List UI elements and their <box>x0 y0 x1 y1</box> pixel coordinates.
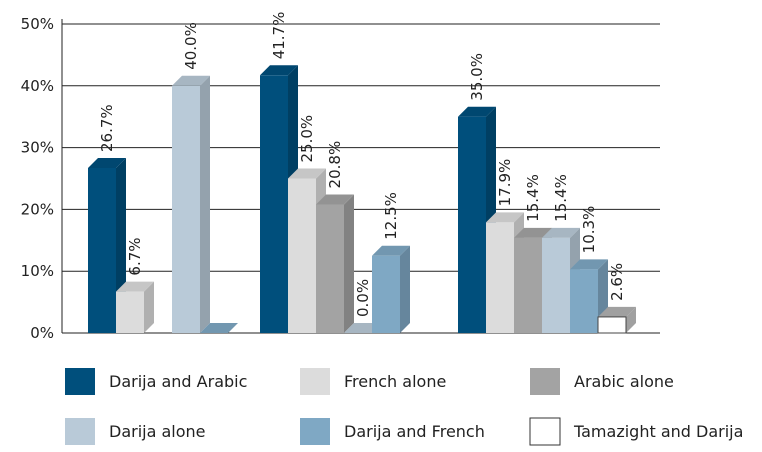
bar <box>372 245 410 333</box>
value-label: 35.0% <box>468 53 486 101</box>
legend-label: Tamazight and Darija <box>573 422 743 441</box>
value-label: 20.8% <box>326 141 344 189</box>
value-label: 2.6% <box>608 263 626 301</box>
value-label: 0.0% <box>354 279 372 317</box>
legend-swatch <box>530 368 560 395</box>
bar-front <box>597 316 627 334</box>
bar-side <box>144 281 154 333</box>
bar <box>172 75 210 334</box>
value-label: 41.7% <box>270 12 288 60</box>
legend-label: Darija alone <box>109 422 206 441</box>
bar-front <box>570 269 598 333</box>
legend-label: Darija and French <box>344 422 485 441</box>
bar-front <box>514 237 542 333</box>
bar-front <box>88 167 116 333</box>
y-tick-label: 0% <box>30 324 54 342</box>
value-label: 6.7% <box>126 237 144 275</box>
value-label: 12.5% <box>382 192 400 240</box>
value-label: 26.7% <box>98 104 116 152</box>
bar-front <box>372 255 400 333</box>
bar-top <box>372 245 410 256</box>
bar-top <box>598 306 636 317</box>
bar-top <box>200 323 238 333</box>
value-label: 15.4% <box>524 174 542 222</box>
bar-side <box>626 306 636 333</box>
bar-top <box>288 168 326 179</box>
bar-side <box>200 75 210 334</box>
legend-swatch <box>300 368 330 395</box>
bar-front <box>458 116 486 333</box>
bar-top <box>542 227 580 238</box>
y-tick-label: 10% <box>21 262 54 280</box>
legend-swatch <box>65 368 95 395</box>
y-tick-label: 30% <box>21 139 54 157</box>
value-label: 25.0% <box>298 115 316 163</box>
bar-top <box>514 227 552 238</box>
legend: Darija and Arabic French alone Arabic alon… <box>65 368 743 446</box>
y-tick-label: 20% <box>21 200 54 218</box>
bar-front <box>542 237 570 333</box>
bar-top <box>316 194 354 205</box>
bar-front <box>116 291 144 333</box>
bar <box>116 281 154 333</box>
value-label: 40.0% <box>182 22 200 70</box>
legend-label: Darija and Arabic <box>109 372 247 391</box>
bar-side <box>400 245 410 333</box>
bar-top <box>458 106 496 117</box>
legend-swatch <box>529 417 561 446</box>
bar-front <box>486 222 514 333</box>
legend-label: French alone <box>344 372 446 391</box>
bar-top <box>116 281 154 292</box>
bar-top <box>570 259 608 270</box>
legend-swatch <box>65 418 95 445</box>
bar-front <box>316 204 344 333</box>
legend-label: Arabic alone <box>574 372 674 391</box>
bar <box>316 194 354 333</box>
bar-side <box>344 194 354 333</box>
legend-swatch <box>300 418 330 445</box>
y-tick-label: 40% <box>21 77 54 95</box>
bar-top <box>172 75 210 86</box>
bar-front <box>260 75 288 333</box>
bar-top <box>486 212 524 223</box>
bar-front <box>172 85 200 333</box>
bar-front <box>288 178 316 333</box>
value-label: 10.3% <box>580 206 598 254</box>
value-label: 17.9% <box>496 159 514 207</box>
bar <box>597 306 636 334</box>
bar <box>200 323 238 333</box>
value-label: 15.4% <box>552 174 570 222</box>
bar-top <box>88 157 126 168</box>
bar-top <box>260 65 298 76</box>
y-tick-label: 50% <box>21 15 54 33</box>
